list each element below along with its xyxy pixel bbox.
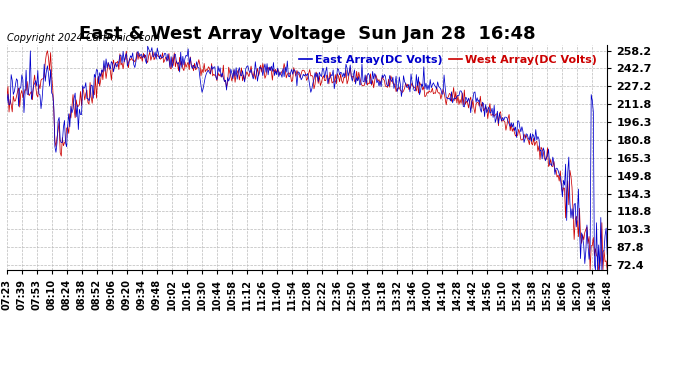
Text: Copyright 2024 Cartronics.com: Copyright 2024 Cartronics.com [7, 33, 160, 43]
Legend: East Array(DC Volts), West Array(DC Volts): East Array(DC Volts), West Array(DC Volt… [295, 51, 602, 69]
Title: East & West Array Voltage  Sun Jan 28  16:48: East & West Array Voltage Sun Jan 28 16:… [79, 26, 535, 44]
